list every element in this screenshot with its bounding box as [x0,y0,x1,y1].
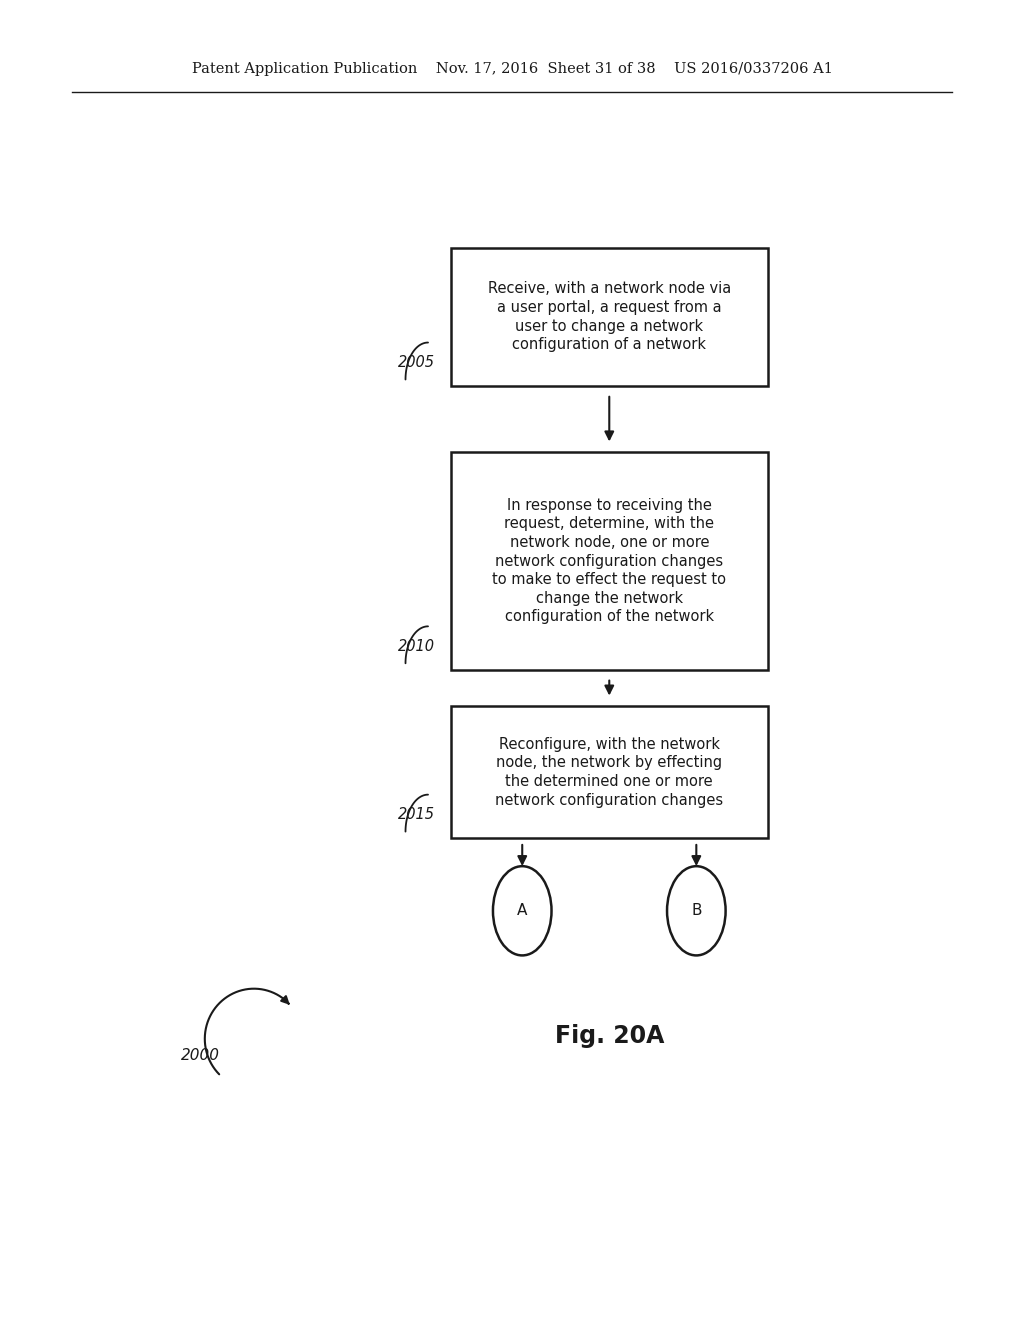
Text: 2015: 2015 [398,807,435,822]
Bar [451,248,768,385]
Text: B: B [691,903,701,919]
Text: Fig. 20A: Fig. 20A [555,1024,664,1048]
Bar [451,706,768,838]
Text: In response to receiving the
request, determine, with the
network node, one or m: In response to receiving the request, de… [493,498,726,624]
Text: 2000: 2000 [181,1048,220,1064]
Text: A: A [517,903,527,919]
Text: Patent Application Publication    Nov. 17, 2016  Sheet 31 of 38    US 2016/03372: Patent Application Publication Nov. 17, … [191,62,833,75]
Text: Reconfigure, with the network
node, the network by effecting
the determined one : Reconfigure, with the network node, the … [496,737,723,808]
Text: 2010: 2010 [398,639,435,653]
Text: Receive, with a network node via
a user portal, a request from a
user to change : Receive, with a network node via a user … [487,281,731,352]
Bar [451,451,768,671]
Text: 2005: 2005 [398,355,435,370]
